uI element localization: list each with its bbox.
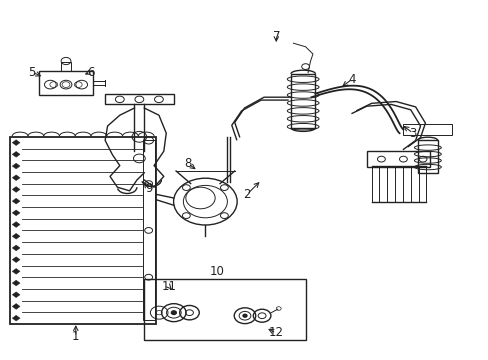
Text: 5: 5 — [28, 66, 36, 78]
Text: 1: 1 — [72, 330, 80, 343]
Bar — [105, 94, 173, 104]
Polygon shape — [12, 233, 20, 239]
Bar — [142, 140, 155, 320]
Bar — [144, 279, 305, 340]
Polygon shape — [12, 269, 20, 274]
Text: 12: 12 — [268, 327, 283, 339]
Bar — [403, 124, 451, 135]
Polygon shape — [12, 163, 20, 169]
Polygon shape — [12, 315, 20, 321]
Polygon shape — [12, 292, 20, 298]
Text: 3: 3 — [408, 127, 416, 140]
Polygon shape — [12, 175, 20, 181]
Text: 9: 9 — [145, 183, 153, 195]
Bar — [39, 71, 93, 94]
Bar — [290, 74, 315, 128]
Text: 2: 2 — [243, 188, 250, 201]
Polygon shape — [12, 210, 20, 216]
Polygon shape — [12, 186, 20, 192]
Polygon shape — [12, 257, 20, 262]
Polygon shape — [12, 140, 20, 145]
Text: 6: 6 — [86, 66, 94, 78]
Circle shape — [243, 314, 246, 317]
Polygon shape — [12, 303, 20, 309]
Bar — [10, 137, 156, 324]
Bar — [61, 62, 71, 71]
Polygon shape — [12, 245, 20, 251]
Circle shape — [171, 311, 176, 315]
Text: 11: 11 — [161, 280, 176, 293]
Text: 4: 4 — [347, 73, 355, 86]
Polygon shape — [12, 198, 20, 204]
Bar — [417, 140, 437, 173]
Text: 8: 8 — [184, 157, 192, 170]
Bar — [366, 151, 429, 167]
Text: 10: 10 — [210, 265, 224, 278]
Polygon shape — [12, 280, 20, 286]
Polygon shape — [12, 222, 20, 228]
Polygon shape — [12, 152, 20, 157]
Text: 7: 7 — [272, 30, 280, 42]
